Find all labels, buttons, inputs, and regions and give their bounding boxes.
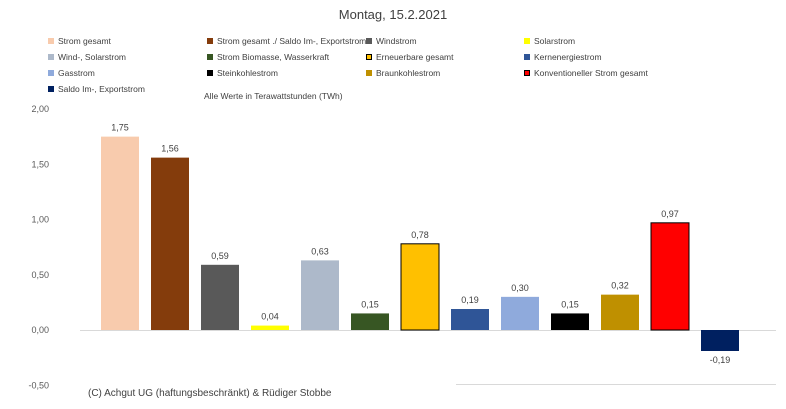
data-label: 0,19 <box>461 295 479 305</box>
y-tick-label: 2,00 <box>31 104 49 114</box>
bar <box>351 313 389 330</box>
legend-label: Strom Biomasse, Wasserkraft <box>217 52 330 62</box>
bar <box>201 264 239 330</box>
legend-swatch <box>48 54 54 60</box>
data-label: 0,32 <box>611 281 629 291</box>
legend-swatch <box>366 38 372 44</box>
legend-label: Braunkohlestrom <box>376 68 441 78</box>
legend-label: Strom gesamt ./ Saldo Im-, Exportstrom <box>217 36 367 46</box>
y-tick-label: 1,50 <box>31 159 49 169</box>
chart-title: Montag, 15.2.2021 <box>338 7 448 22</box>
legend-swatch <box>366 70 372 76</box>
y-tick-label: 0,50 <box>31 270 49 280</box>
bar <box>501 296 539 330</box>
legend-swatch <box>524 54 530 60</box>
legend-label: Windstrom <box>376 36 417 46</box>
legend-item: Strom gesamt ./ Saldo Im-, Exportstrom <box>207 36 366 46</box>
legend-label: Konventioneller Strom gesamt <box>534 68 648 78</box>
data-label: 0,97 <box>661 209 679 219</box>
divider-line <box>456 384 776 385</box>
legend-item: Steinkohlestrom <box>207 68 278 78</box>
bar <box>650 222 690 331</box>
bar <box>701 330 739 351</box>
bar <box>551 313 589 330</box>
data-label: -0,19 <box>710 355 731 365</box>
data-label: 0,63 <box>311 246 329 256</box>
legend-swatch <box>207 38 213 44</box>
legend-swatch <box>207 70 213 76</box>
legend-item: Windstrom <box>366 36 417 46</box>
data-label: 0,78 <box>411 230 429 240</box>
y-tick-label: 0,00 <box>31 325 49 335</box>
bar <box>301 260 339 330</box>
bar <box>601 294 639 330</box>
bar <box>151 157 189 330</box>
data-label: 0,04 <box>261 312 279 322</box>
legend-item: Konventioneller Strom gesamt <box>524 68 648 78</box>
legend-label: Erneuerbare gesamt <box>376 52 454 62</box>
legend-swatch <box>524 70 530 76</box>
legend-item: Saldo Im-, Exportstrom <box>48 84 145 94</box>
legend-swatch <box>48 70 54 76</box>
legend-label: Steinkohlestrom <box>217 68 278 78</box>
legend-swatch <box>48 86 54 92</box>
data-label: 1,56 <box>161 144 179 154</box>
data-label: 0,59 <box>211 251 229 261</box>
y-tick-label: -0,50 <box>28 380 49 390</box>
legend-item: Strom gesamt <box>48 36 111 46</box>
data-label: 0,30 <box>511 283 529 293</box>
bar <box>101 136 139 330</box>
legend-label: Saldo Im-, Exportstrom <box>58 84 145 94</box>
legend-label: Wind-, Solarstrom <box>58 52 127 62</box>
unit-note: Alle Werte in Terawattstunden (TWh) <box>204 91 343 101</box>
data-label: 0,15 <box>361 299 379 309</box>
copyright-text: (C) Achgut UG (haftungsbeschränkt) & Rüd… <box>88 388 332 399</box>
legend-item: Erneuerbare gesamt <box>366 52 454 62</box>
data-label: 0,15 <box>561 299 579 309</box>
legend-label: Kernenergiestrom <box>534 52 602 62</box>
legend-swatch <box>524 38 530 44</box>
bar <box>451 309 489 330</box>
bar <box>400 243 440 331</box>
legend-swatch <box>48 38 54 44</box>
legend-label: Gasstrom <box>58 68 95 78</box>
legend-item: Braunkohlestrom <box>366 68 440 78</box>
legend-label: Solarstrom <box>534 36 576 46</box>
legend-item: Kernenergiestrom <box>524 52 602 62</box>
data-label: 1,75 <box>111 123 129 133</box>
legend-item: Strom Biomasse, Wasserkraft <box>207 52 329 62</box>
legend-item: Solarstrom <box>524 36 575 46</box>
legend-swatch <box>207 54 213 60</box>
bar <box>251 325 289 330</box>
legend-label: Strom gesamt <box>58 36 111 46</box>
legend-item: Gasstrom <box>48 68 95 78</box>
legend-item: Wind-, Solarstrom <box>48 52 126 62</box>
legend-swatch <box>366 54 372 60</box>
y-tick-label: 1,00 <box>31 215 49 225</box>
